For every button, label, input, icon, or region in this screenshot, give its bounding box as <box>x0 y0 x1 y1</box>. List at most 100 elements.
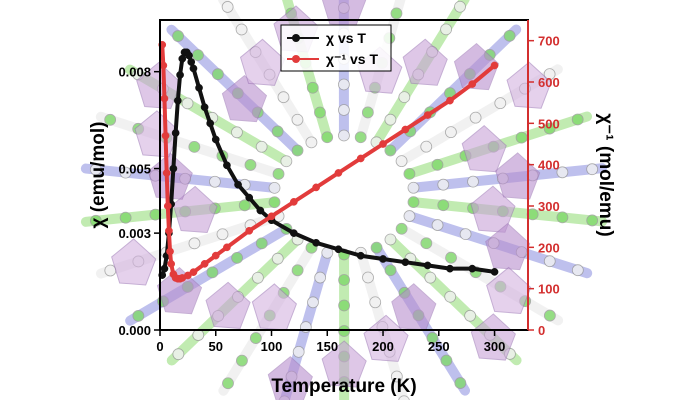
data-point <box>173 96 182 105</box>
atom-sphere <box>431 219 444 231</box>
data-point <box>176 71 184 79</box>
data-point <box>165 226 173 235</box>
atom-sphere <box>231 251 243 264</box>
atom-sphere <box>398 395 410 400</box>
legend-marker <box>292 34 300 42</box>
atom-sphere <box>390 370 403 383</box>
data-point <box>490 61 499 70</box>
atom-sphere <box>571 113 584 126</box>
atom-sphere <box>571 264 584 277</box>
data-point <box>490 268 499 276</box>
polyhedron <box>136 61 182 110</box>
atom-sphere <box>586 163 599 176</box>
atom-sphere <box>420 237 433 250</box>
atom-sphere <box>440 23 452 36</box>
atom-sphere <box>181 97 194 110</box>
atom-sphere <box>437 178 450 191</box>
y-right-axis-title: χ⁻¹ (mol/emu) <box>595 113 616 236</box>
atom-sphere <box>369 296 382 309</box>
atom-sphere <box>271 252 284 265</box>
atom-sphere <box>384 233 397 246</box>
atom-sphere <box>221 1 234 13</box>
polyhedron <box>221 74 268 123</box>
y-left-tick-label: 0.008 <box>118 65 151 80</box>
atom-sphere <box>424 271 437 284</box>
x-tick-label: 50 <box>209 339 223 354</box>
atom-sphere <box>188 140 201 153</box>
data-point <box>423 111 432 119</box>
atom-sphere <box>543 68 556 81</box>
atom-sphere <box>291 113 304 126</box>
atom-sphere <box>445 126 457 139</box>
atom-sphere <box>437 199 450 212</box>
data-point <box>379 140 387 148</box>
polyhedron <box>453 42 500 91</box>
atom-sphere <box>494 97 507 110</box>
polyhedron <box>172 185 218 234</box>
x-tick-label: 0 <box>156 339 163 354</box>
atom-sphere <box>395 155 408 168</box>
data-point <box>446 264 454 273</box>
atom-sphere <box>119 166 132 179</box>
atom-sphere <box>292 345 305 358</box>
y-right-tick-label: 100 <box>538 282 560 297</box>
data-point <box>171 129 180 137</box>
atom-sphere <box>251 271 264 284</box>
data-point <box>162 169 171 177</box>
atom-sphere <box>216 228 229 241</box>
atom-sphere <box>454 377 467 389</box>
atom-sphere <box>370 241 383 254</box>
data-point <box>184 271 192 280</box>
data-point <box>161 131 170 140</box>
atom-sphere <box>586 214 599 227</box>
data-point <box>356 154 365 163</box>
atom-sphere <box>321 131 334 144</box>
x-tick-label: 300 <box>484 339 506 354</box>
atom-sphere <box>338 129 350 142</box>
data-point <box>211 251 220 260</box>
atom-sphere <box>238 199 251 212</box>
data-point <box>187 58 196 66</box>
atom-sphere <box>89 214 102 227</box>
atom-sphere <box>268 181 281 194</box>
y-right-tick-label: 200 <box>538 240 560 255</box>
atom-sphere <box>420 140 433 153</box>
data-point <box>401 125 410 134</box>
atom-sphere <box>291 144 304 157</box>
y-left-tick-label: 0.005 <box>118 162 151 177</box>
atom-sphere <box>398 91 411 104</box>
data-point <box>267 212 276 221</box>
data-point <box>189 268 198 276</box>
data-point <box>312 238 320 247</box>
atom-sphere <box>467 175 479 188</box>
x-tick-label: 150 <box>316 339 338 354</box>
y-right-tick-label: 600 <box>538 75 560 90</box>
data-point <box>312 183 320 192</box>
atom-sphere <box>445 251 457 264</box>
atom-sphere <box>444 290 457 303</box>
atom-sphere <box>244 159 257 171</box>
legend-label: χ⁻¹ vs T <box>326 51 378 67</box>
atom-sphere <box>362 271 374 284</box>
y-right-tick-label: 500 <box>538 116 560 131</box>
data-point <box>178 54 187 63</box>
data-point <box>234 180 242 189</box>
data-point <box>166 247 174 256</box>
atom-sphere <box>192 49 204 62</box>
data-point <box>423 261 432 270</box>
atom-sphere <box>132 309 145 322</box>
atom-sphere <box>556 166 569 179</box>
data-point <box>169 164 178 173</box>
atom-sphere <box>271 125 284 138</box>
legend: χ vs T χ⁻¹ vs T <box>280 24 392 72</box>
atom-sphere <box>384 144 397 157</box>
atom-sphere <box>172 348 185 361</box>
data-point <box>223 161 231 170</box>
atom-sphere <box>403 167 416 180</box>
atom-sphere <box>206 266 219 279</box>
x-axis-title: Temperature (K) <box>271 376 416 397</box>
series-layer <box>158 40 499 283</box>
y-right-tick-label: 0 <box>538 323 545 338</box>
data-point <box>334 169 343 177</box>
atom-sphere <box>395 222 408 235</box>
